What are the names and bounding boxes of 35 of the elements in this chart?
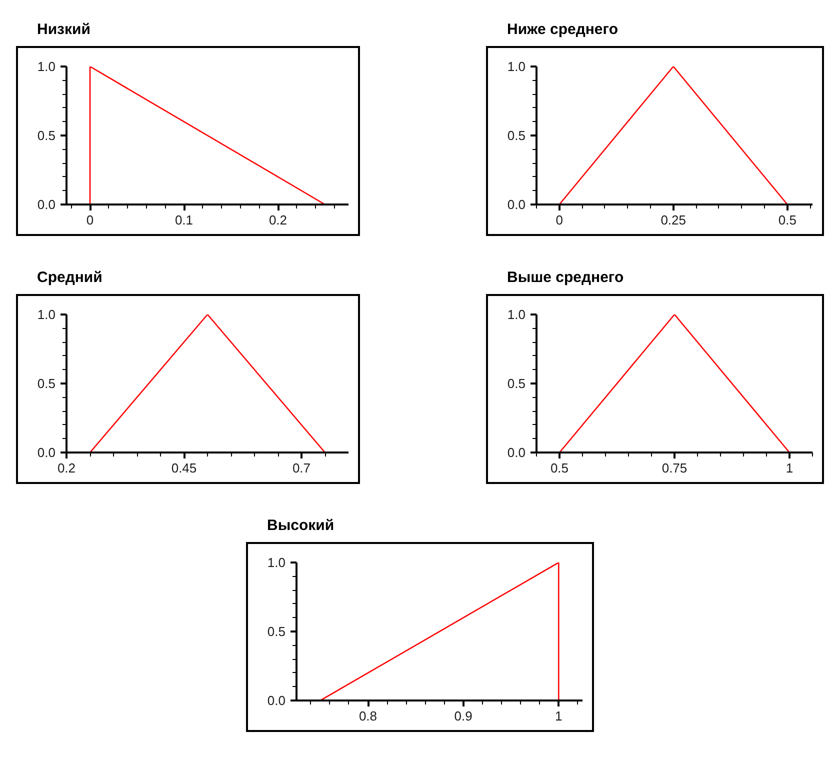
y-tick-label: 1.0 xyxy=(267,555,286,570)
y-tick-label: 1.0 xyxy=(37,59,56,74)
chart-title: Выше среднего xyxy=(507,268,624,288)
y-tick-label: 0.5 xyxy=(37,376,56,391)
y-tick-label: 1.0 xyxy=(507,307,526,322)
x-tick-label: 0.45 xyxy=(171,460,197,476)
x-tick-label: 0.7 xyxy=(292,460,311,476)
x-tick-label: 0 xyxy=(86,212,94,228)
x-tick-label: 0.9 xyxy=(454,708,472,724)
chart-title: Высокий xyxy=(267,516,334,536)
y-tick-label: 0.5 xyxy=(507,128,526,143)
x-tick-label: 0.25 xyxy=(660,212,686,228)
y-tick-label: 0.0 xyxy=(37,197,56,212)
x-tick-label: 0.5 xyxy=(778,212,796,228)
y-tick-label: 0.5 xyxy=(267,624,286,639)
y-tick-label: 0.0 xyxy=(507,197,526,212)
x-tick-label: 0.2 xyxy=(268,212,288,228)
chart-title: Ниже среднего xyxy=(507,20,618,40)
x-tick-label: 0.5 xyxy=(550,460,569,476)
y-tick-label: 1.0 xyxy=(37,307,56,322)
y-tick-label: 0.5 xyxy=(37,128,56,143)
chart-title: Низкий xyxy=(37,20,90,40)
x-tick-label: 0.75 xyxy=(662,460,688,476)
y-tick-label: 0.0 xyxy=(267,693,286,708)
y-tick-label: 1.0 xyxy=(507,59,526,74)
x-tick-label: 0.1 xyxy=(174,212,194,228)
x-tick-label: 0.2 xyxy=(57,460,76,476)
y-tick-label: 0.5 xyxy=(507,376,526,391)
y-tick-label: 0.0 xyxy=(507,445,526,460)
x-tick-label: 0 xyxy=(556,212,563,228)
y-tick-label: 0.0 xyxy=(37,445,56,460)
x-tick-label: 1 xyxy=(786,460,794,476)
x-tick-label: 0.8 xyxy=(358,708,378,724)
chart-title: Средний xyxy=(37,268,102,288)
x-tick-label: 1 xyxy=(555,708,562,724)
